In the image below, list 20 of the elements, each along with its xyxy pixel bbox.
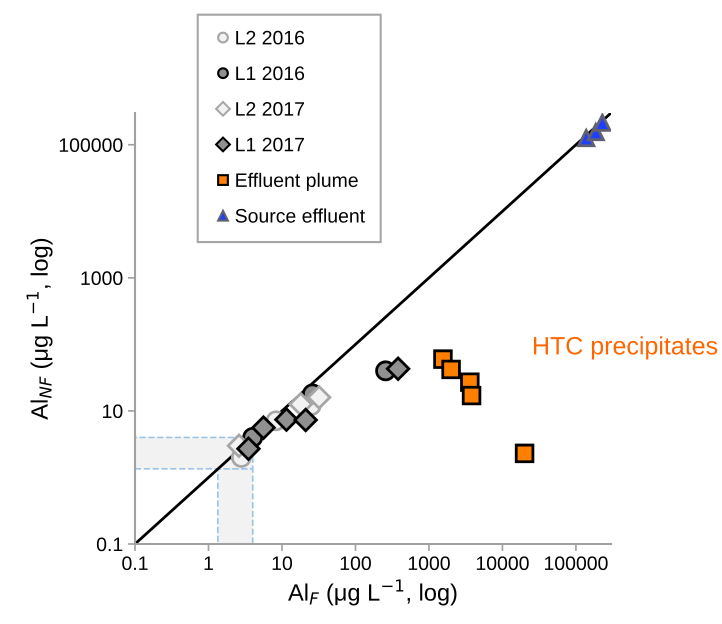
x-tick-label: 10: [272, 556, 292, 570]
x-axis-title: Al$_{F}$ (μg L$^{−1}$, log): [288, 579, 456, 606]
y-tick-label: 100000: [60, 138, 122, 152]
x-tick-label: 1: [204, 556, 213, 570]
annotation: HTC precipitates: [534, 336, 718, 360]
legend-label: L2 2017: [236, 102, 304, 116]
y-tick-label: 0.1: [96, 537, 122, 552]
x-tick-label: 0.1: [122, 556, 148, 570]
x-tick-label: 10000: [476, 556, 529, 570]
y-axis-title: Al$_{NF}$ (μg L$^{−1}$, log): [26, 238, 53, 420]
legend-label: L2 2016: [236, 30, 304, 45]
x-tick-label: 100000: [544, 556, 608, 570]
x-tick-label: 100: [340, 556, 371, 570]
legend-label: Source effluent: [236, 208, 365, 223]
legend-label: L1 2017: [236, 138, 304, 152]
legend-label: L1 2016: [236, 66, 304, 80]
y-tick-label: 10: [103, 404, 122, 418]
y-tick-label: 1000: [81, 271, 122, 286]
legend-label: Effluent plume: [236, 172, 358, 191]
x-tick-label: 1000: [408, 556, 450, 570]
